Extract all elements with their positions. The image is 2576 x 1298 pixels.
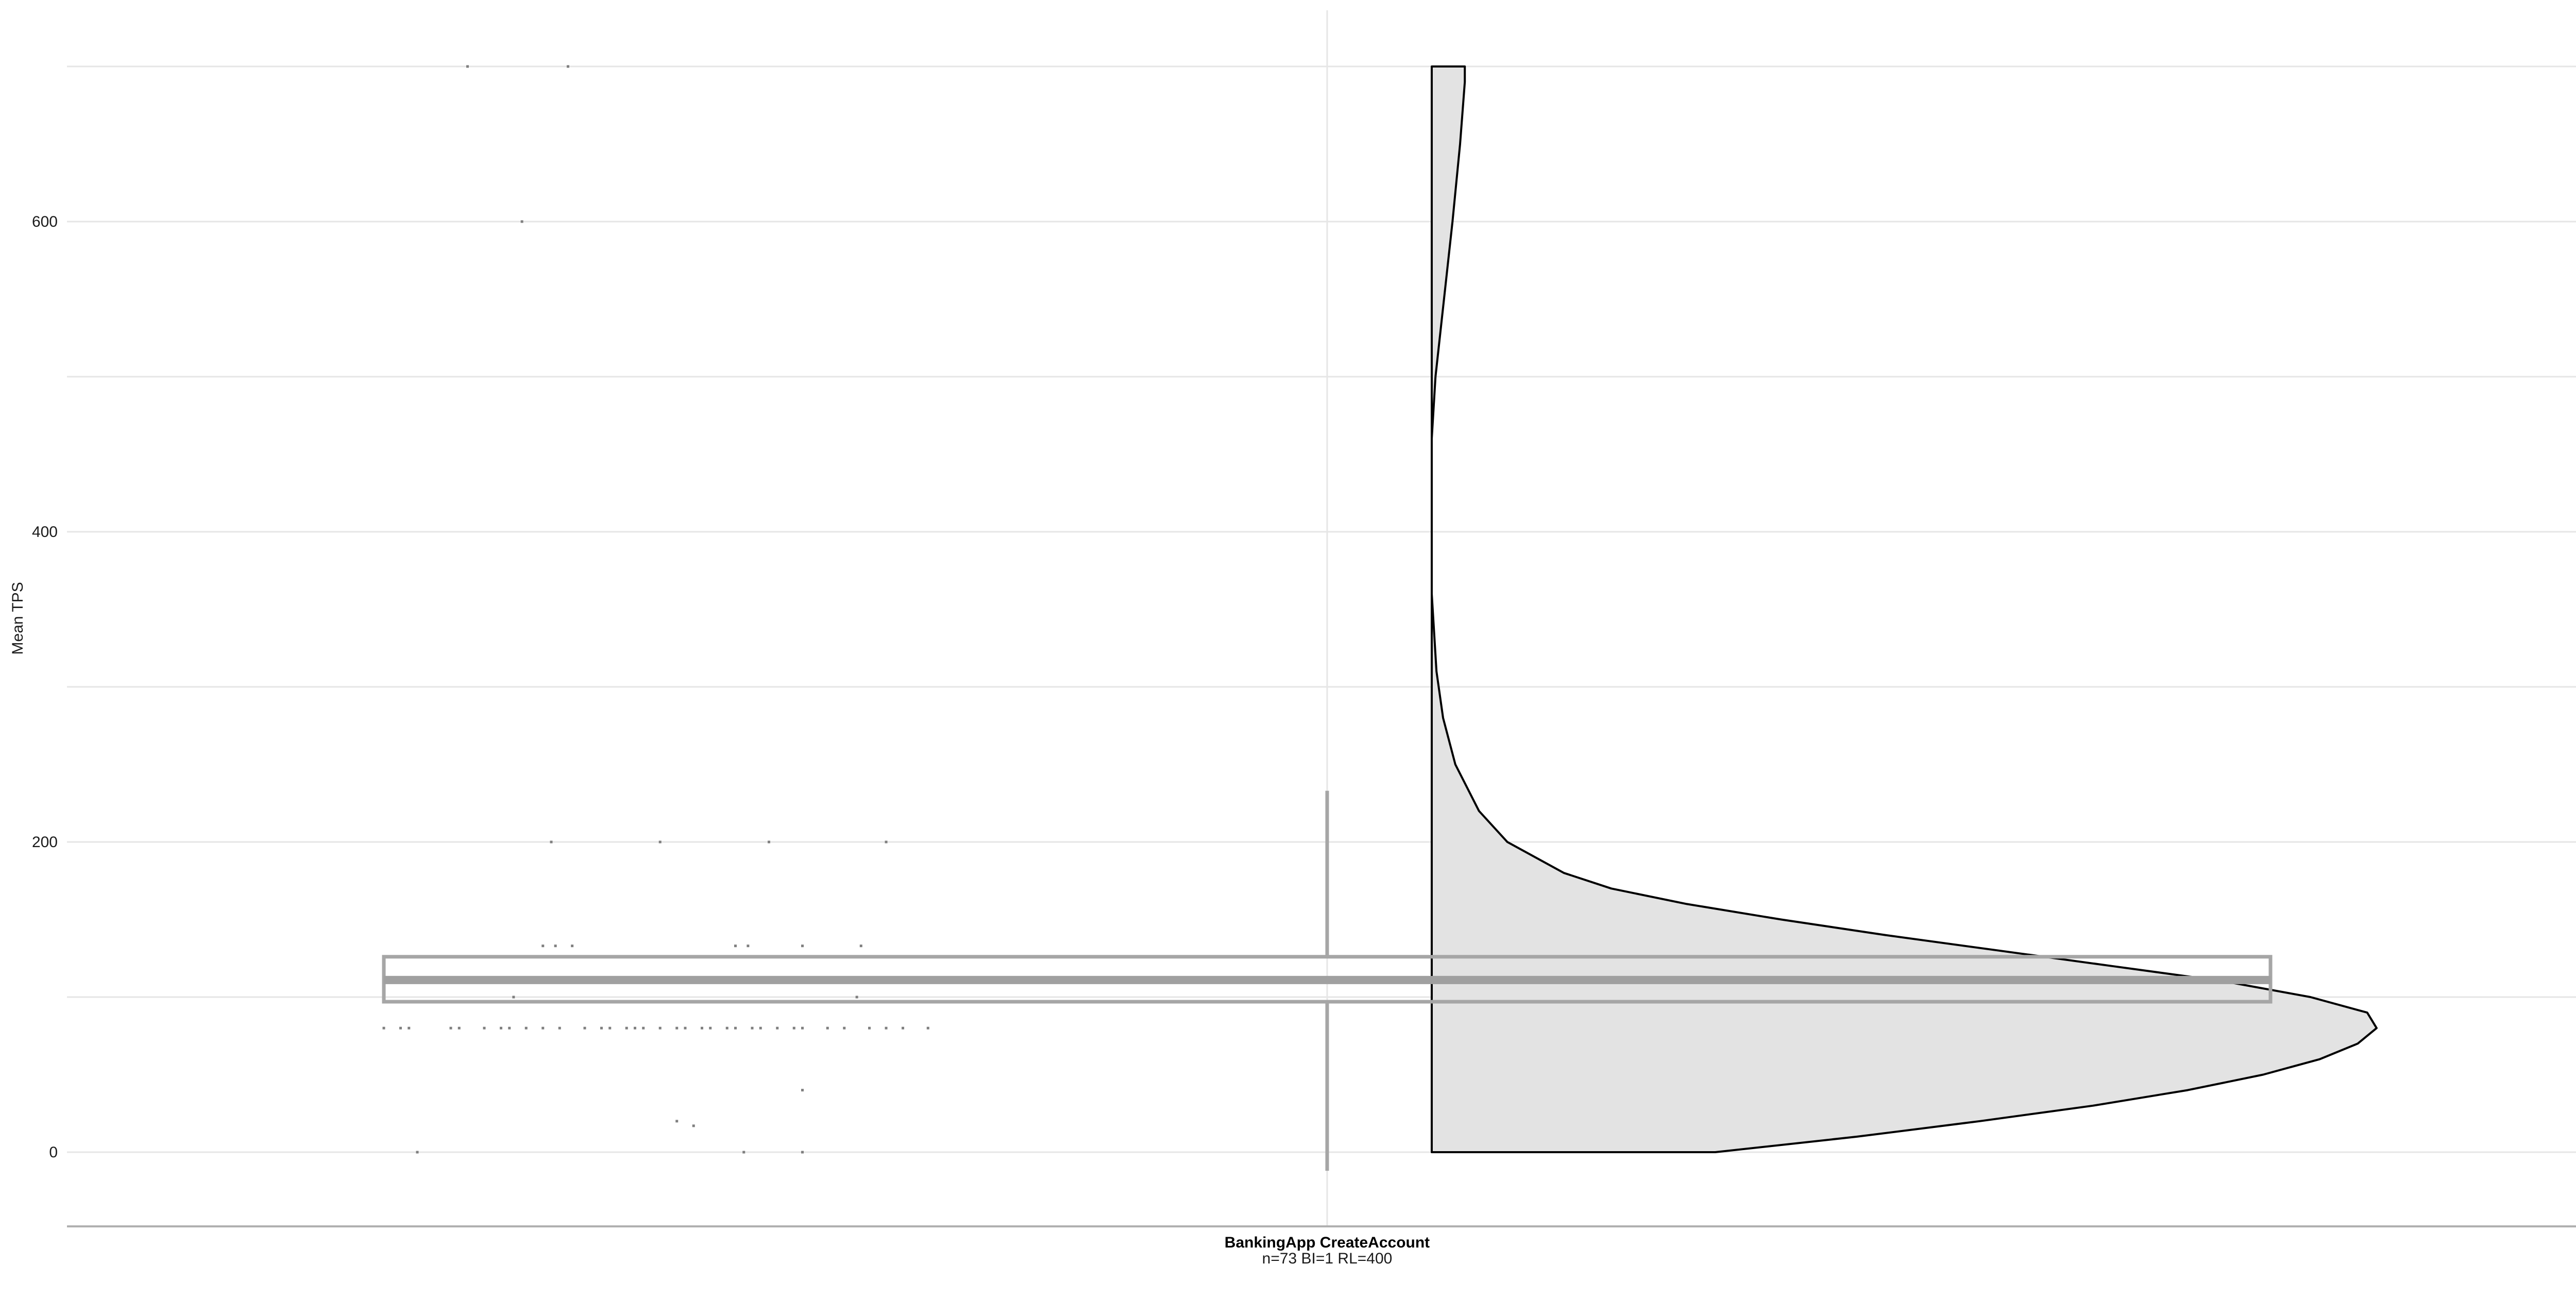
data-point [449, 1026, 452, 1030]
data-point [734, 1026, 737, 1030]
data-point [885, 1026, 888, 1030]
data-point [457, 1026, 461, 1030]
data-point [725, 1026, 728, 1030]
data-point [520, 220, 523, 223]
y-axis-title: Mean TPS [9, 582, 26, 654]
data-point [926, 1026, 929, 1030]
data-point [583, 1026, 586, 1030]
x-category-label: BankingApp CreateAccount [1225, 1234, 1430, 1251]
data-point [675, 1120, 679, 1123]
data-point [541, 945, 545, 948]
data-point [868, 1026, 871, 1030]
data-point [843, 1026, 846, 1030]
y-tick-label: 400 [32, 524, 58, 541]
box-layer [382, 790, 2273, 1171]
data-point [768, 840, 770, 844]
data-point [658, 1026, 662, 1030]
y-tick-label: 600 [32, 213, 58, 230]
data-point [859, 945, 862, 948]
data-point [684, 1026, 687, 1030]
violin-shape [1431, 65, 2378, 1153]
data-point [554, 945, 557, 948]
data-point [709, 1026, 712, 1030]
x-category-subtitle: n=73 BI=1 RL=400 [1262, 1250, 1393, 1267]
points-layer [382, 65, 929, 1154]
data-point [801, 945, 804, 948]
data-point [751, 1026, 754, 1030]
data-point [550, 840, 553, 844]
data-point [701, 1026, 703, 1030]
data-point [382, 1026, 385, 1030]
data-point [483, 1026, 486, 1030]
data-point [885, 840, 888, 844]
data-point [792, 1026, 795, 1030]
data-point [500, 1026, 502, 1030]
data-point [658, 840, 662, 844]
data-point [625, 1026, 628, 1030]
data-point [571, 945, 574, 948]
data-point [692, 1124, 695, 1127]
grid-layer [67, 10, 2576, 1226]
y-tick-label: 200 [32, 834, 58, 851]
axis-layer: Mean TPS BankingApp CreateAccount n=73 B… [9, 213, 2576, 1267]
data-point [855, 996, 858, 999]
data-point [826, 1026, 829, 1030]
data-point [759, 1026, 762, 1030]
data-point [608, 1026, 612, 1030]
violin-layer [1431, 65, 2378, 1153]
data-point [558, 1026, 561, 1030]
data-point [801, 1151, 804, 1154]
data-point [734, 945, 737, 948]
data-point [742, 1151, 745, 1154]
data-point [399, 1026, 402, 1030]
data-point [675, 1026, 679, 1030]
data-point [801, 1089, 804, 1092]
data-point [416, 1151, 419, 1154]
data-point [600, 1026, 603, 1030]
data-point [634, 1026, 636, 1030]
data-point [776, 1026, 779, 1030]
data-point [541, 1026, 545, 1030]
data-point [902, 1026, 904, 1030]
data-point [747, 945, 750, 948]
data-point [408, 1026, 411, 1030]
data-point [642, 1026, 645, 1030]
data-point [508, 1026, 511, 1030]
data-point [801, 1026, 804, 1030]
y-tick-label: 0 [49, 1144, 58, 1161]
data-point [524, 1026, 528, 1030]
data-point [567, 65, 569, 68]
data-point [512, 996, 515, 999]
data-point [466, 65, 469, 68]
